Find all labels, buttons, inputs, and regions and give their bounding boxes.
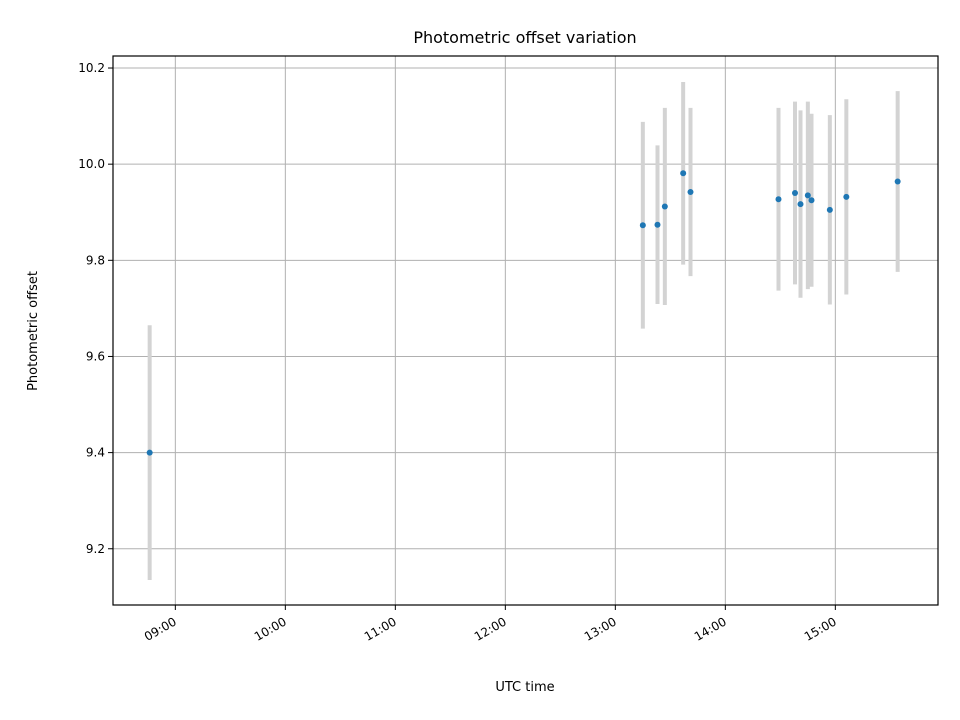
data-point bbox=[792, 190, 798, 197]
y-tick-label: 9.2 bbox=[86, 542, 105, 556]
y-tick-label: 10.0 bbox=[78, 157, 105, 171]
data-point bbox=[680, 170, 687, 177]
data-point bbox=[826, 206, 833, 213]
y-tick-label: 9.4 bbox=[86, 446, 105, 460]
grid bbox=[113, 56, 938, 605]
data-point bbox=[843, 193, 850, 200]
y-axis-ticks: 9.2 9.4 9.6 9.8 10.0 10.2 bbox=[78, 61, 113, 556]
data-point bbox=[808, 197, 815, 204]
data-point bbox=[775, 196, 782, 203]
data-point bbox=[687, 189, 694, 196]
data-point bbox=[654, 221, 661, 228]
y-tick-label: 9.8 bbox=[86, 253, 105, 267]
y-tick-label: 10.2 bbox=[78, 61, 105, 75]
y-tick-label: 9.6 bbox=[86, 349, 105, 363]
data-point bbox=[146, 449, 153, 456]
data-point bbox=[804, 192, 811, 199]
plot-frame bbox=[112, 55, 939, 606]
y-axis-label: Photometric offset bbox=[26, 271, 41, 391]
chart-title: Photometric offset variation bbox=[413, 28, 636, 47]
data-points bbox=[146, 170, 901, 456]
data-point bbox=[797, 201, 804, 208]
data-point bbox=[639, 222, 646, 229]
data-point bbox=[894, 178, 901, 185]
data-point bbox=[661, 203, 668, 210]
x-axis-label: UTC time bbox=[495, 680, 554, 695]
